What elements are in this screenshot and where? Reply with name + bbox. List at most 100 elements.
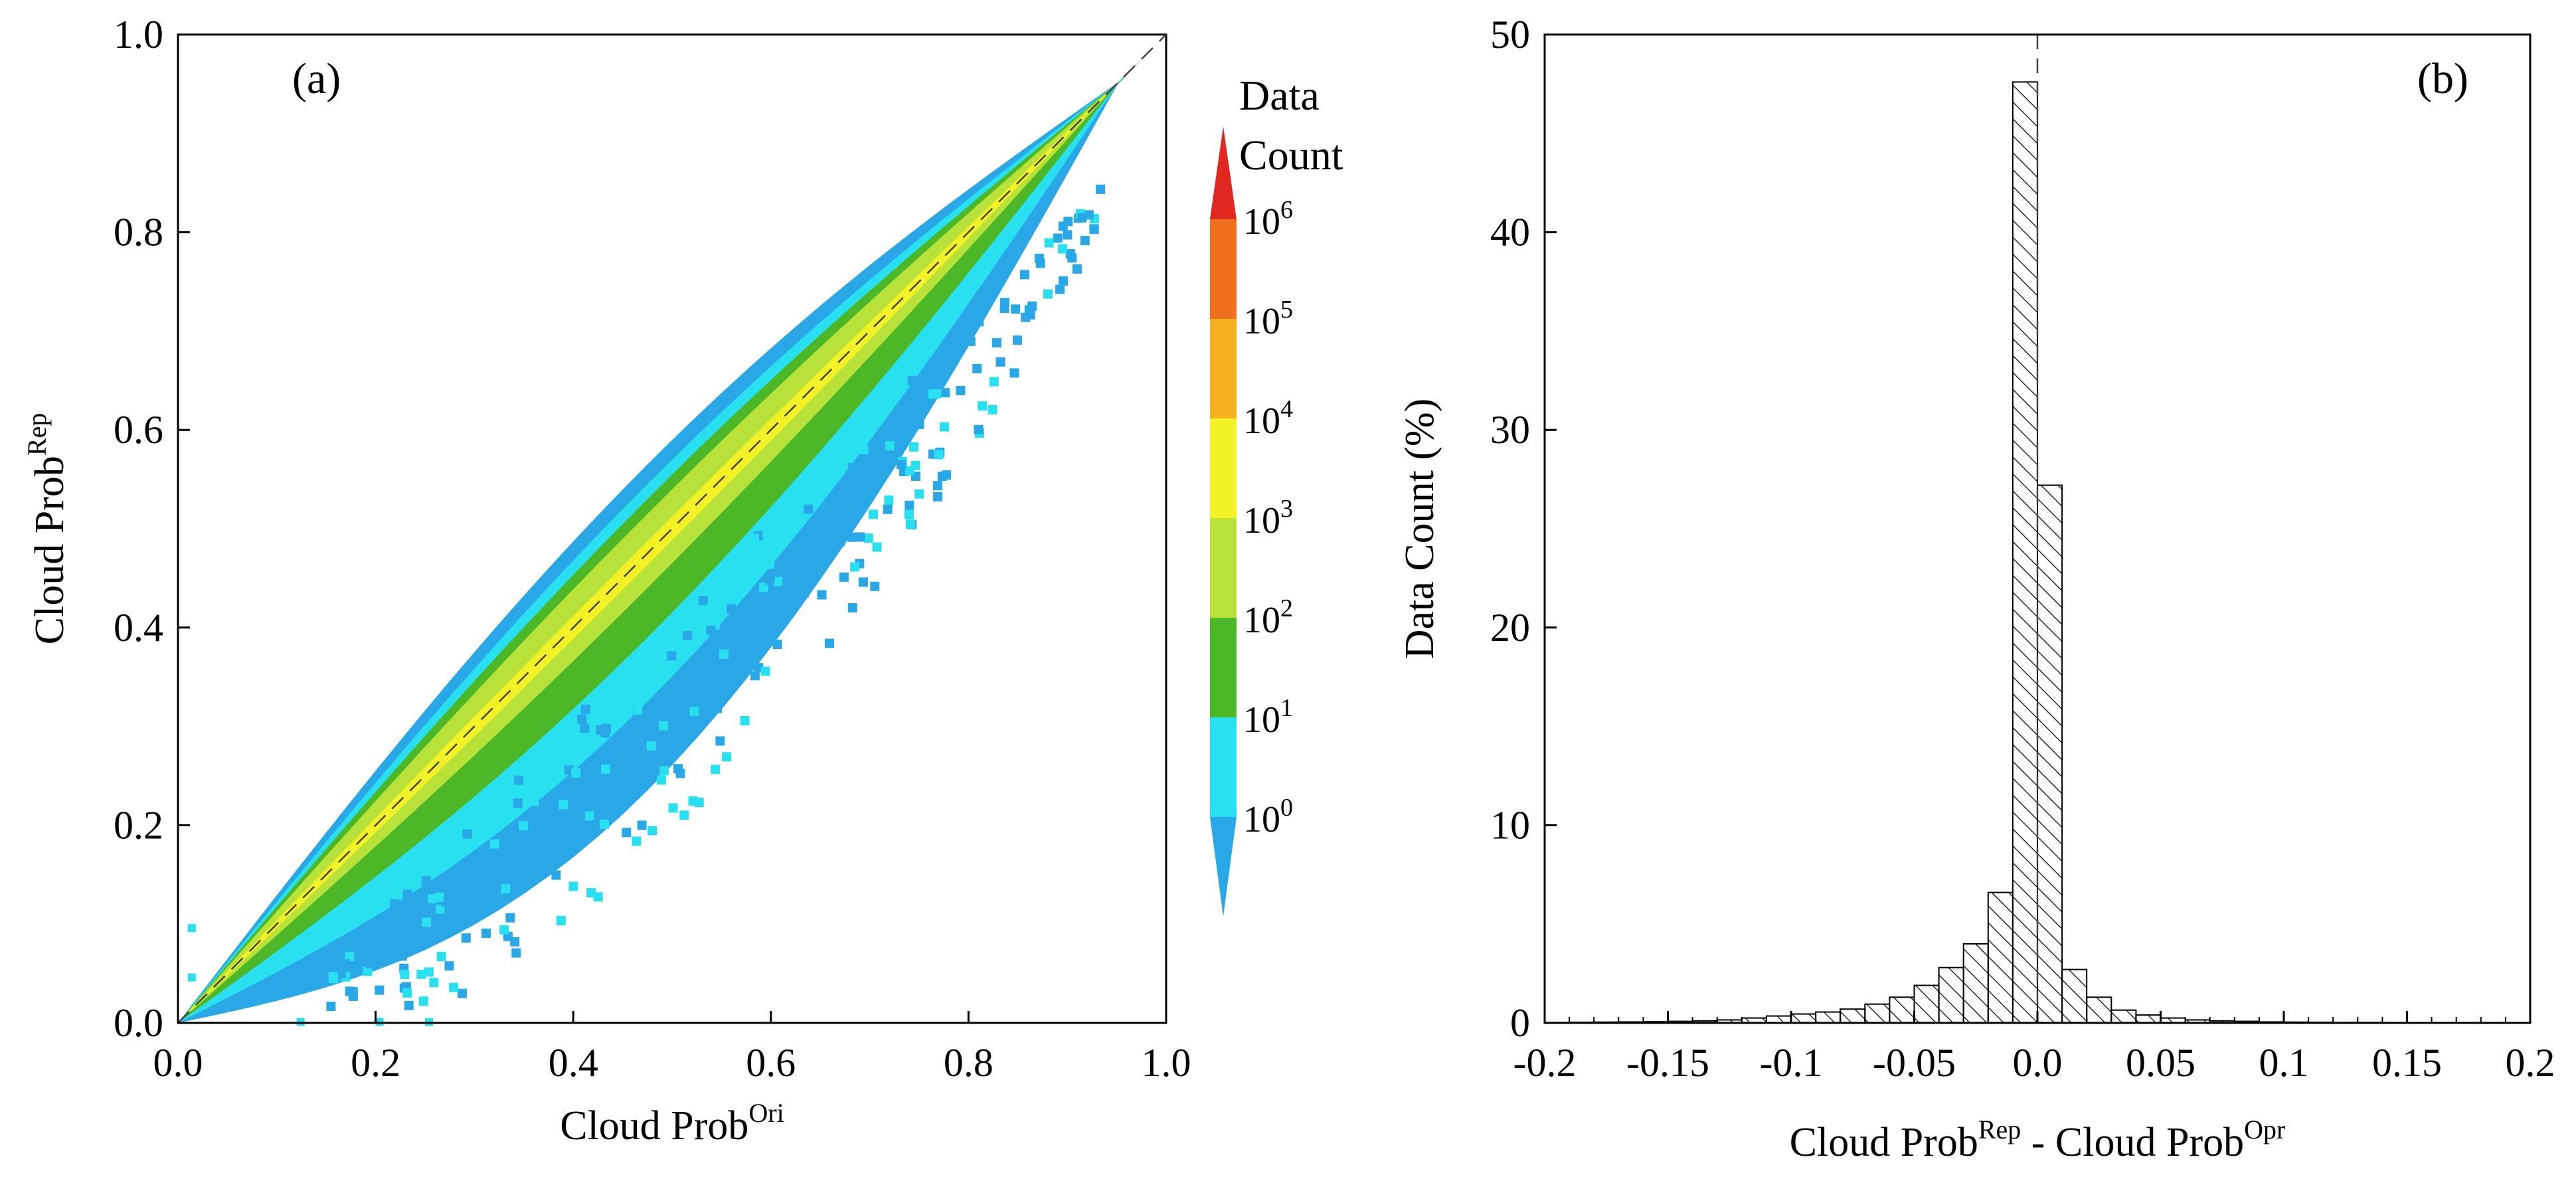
sparse-cell xyxy=(910,460,920,470)
sparse-cell xyxy=(706,625,716,635)
histogram-bar xyxy=(1889,996,1915,1024)
sparse-cell xyxy=(800,588,810,598)
x-tick-label: 0.8 xyxy=(944,1041,993,1085)
sparse-cell xyxy=(404,934,414,944)
sparse-cell xyxy=(580,723,590,733)
sparse-cell xyxy=(1053,233,1063,243)
sparse-cell xyxy=(1035,258,1045,268)
sparse-cell xyxy=(835,537,845,547)
sparse-cell xyxy=(1080,236,1090,246)
sparse-cell xyxy=(758,583,768,592)
edge-cell xyxy=(187,973,196,982)
histogram-bar xyxy=(2061,968,2088,1024)
sparse-cell xyxy=(592,736,602,746)
sparse-cell xyxy=(673,764,683,774)
panel-label-a: (a) xyxy=(292,54,341,103)
x-tick-label: -0.15 xyxy=(1626,1041,1709,1085)
sparse-cell xyxy=(667,651,677,661)
sparse-cell xyxy=(436,952,446,961)
sparse-cell xyxy=(715,736,725,746)
sparse-cell xyxy=(397,951,407,961)
sparse-cell xyxy=(516,835,526,844)
heatmap-y-axis-label: Cloud ProbRep xyxy=(22,413,72,645)
histogram-bar xyxy=(1938,966,1964,1024)
sparse-cell xyxy=(1013,335,1022,345)
sparse-cell xyxy=(974,424,984,434)
sparse-cell xyxy=(695,675,704,685)
sparse-cell xyxy=(596,725,606,735)
y-tick-label: 0.4 xyxy=(114,606,163,650)
sparse-cell xyxy=(596,700,606,710)
y-tick-label: 40 xyxy=(1490,211,1530,254)
sparse-cell xyxy=(593,892,603,902)
sparse-cell xyxy=(511,948,521,958)
sparse-cell xyxy=(942,470,952,480)
sparse-cell xyxy=(529,796,539,806)
sparse-cell xyxy=(740,716,750,725)
sparse-cell xyxy=(972,364,982,373)
x-tick-label: 0.0 xyxy=(153,1041,203,1085)
sparse-cell xyxy=(855,532,865,542)
sparse-cell xyxy=(765,575,775,585)
x-tick-label: 0.1 xyxy=(2259,1041,2309,1085)
sparse-cell xyxy=(637,820,647,830)
colorbar-label: 103 xyxy=(1243,495,1293,541)
y-tick-label: 50 xyxy=(1490,13,1530,56)
sparse-cell xyxy=(455,871,465,881)
colorbar-label: 102 xyxy=(1243,594,1293,641)
sparse-cell xyxy=(1058,244,1067,254)
y-tick-label: 0 xyxy=(1510,1001,1530,1045)
sparse-cell xyxy=(804,504,814,514)
sparse-cell xyxy=(665,630,675,640)
sparse-cell xyxy=(909,442,918,452)
sparse-cell xyxy=(999,304,1009,314)
y-tick-label: 0.2 xyxy=(114,803,163,847)
sparse-cell xyxy=(435,904,445,914)
sparse-cell xyxy=(732,614,742,624)
histogram-bar xyxy=(2012,81,2038,1024)
sparse-cell xyxy=(746,637,756,647)
sparse-cell xyxy=(884,496,894,505)
sparse-cell xyxy=(671,691,681,701)
sparse-cell xyxy=(429,978,439,988)
sparse-cell xyxy=(426,903,436,913)
sparse-cell xyxy=(422,917,431,927)
sparse-cell xyxy=(806,524,816,534)
sparse-cell xyxy=(1089,225,1099,234)
sparse-cell xyxy=(819,513,829,523)
sparse-cell xyxy=(683,631,693,640)
sparse-cell xyxy=(847,463,857,472)
sparse-cell xyxy=(498,854,508,863)
colorbar-top-arrow xyxy=(1210,126,1237,219)
sparse-cell xyxy=(448,924,458,934)
histogram-x-axis-label: Cloud ProbRep - Cloud ProbOpr xyxy=(1790,1115,2286,1165)
sparse-cell xyxy=(505,913,515,923)
sparse-cell xyxy=(588,713,598,723)
sparse-cell xyxy=(709,685,719,695)
sparse-cell xyxy=(978,401,987,411)
sparse-cell xyxy=(501,884,511,894)
sparse-cell xyxy=(418,908,428,918)
sparse-cell xyxy=(1043,289,1053,299)
sparse-cell xyxy=(1027,301,1037,311)
sparse-cell xyxy=(839,572,849,582)
sparse-cell xyxy=(933,492,943,501)
sparse-cell xyxy=(580,704,590,714)
histogram-bar xyxy=(1864,1003,1891,1024)
sparse-cell xyxy=(592,820,602,830)
histogram-bar xyxy=(2110,1009,2137,1024)
sparse-cell xyxy=(513,798,523,808)
sparse-cell xyxy=(1021,312,1031,322)
sparse-cell xyxy=(668,803,678,813)
sparse-cell xyxy=(1044,238,1054,248)
x-tick-label: 0.6 xyxy=(746,1041,796,1085)
sparse-cell xyxy=(987,405,997,414)
sparse-cell xyxy=(904,509,914,519)
sparse-cell xyxy=(932,389,942,399)
sparse-cell xyxy=(966,336,976,346)
sparse-cell xyxy=(375,985,385,995)
sparse-cell xyxy=(679,810,689,820)
sparse-cell xyxy=(416,969,426,979)
sparse-cell xyxy=(568,881,578,891)
colorbar: 100 101 102 103 104 105 106 xyxy=(1210,126,1293,917)
